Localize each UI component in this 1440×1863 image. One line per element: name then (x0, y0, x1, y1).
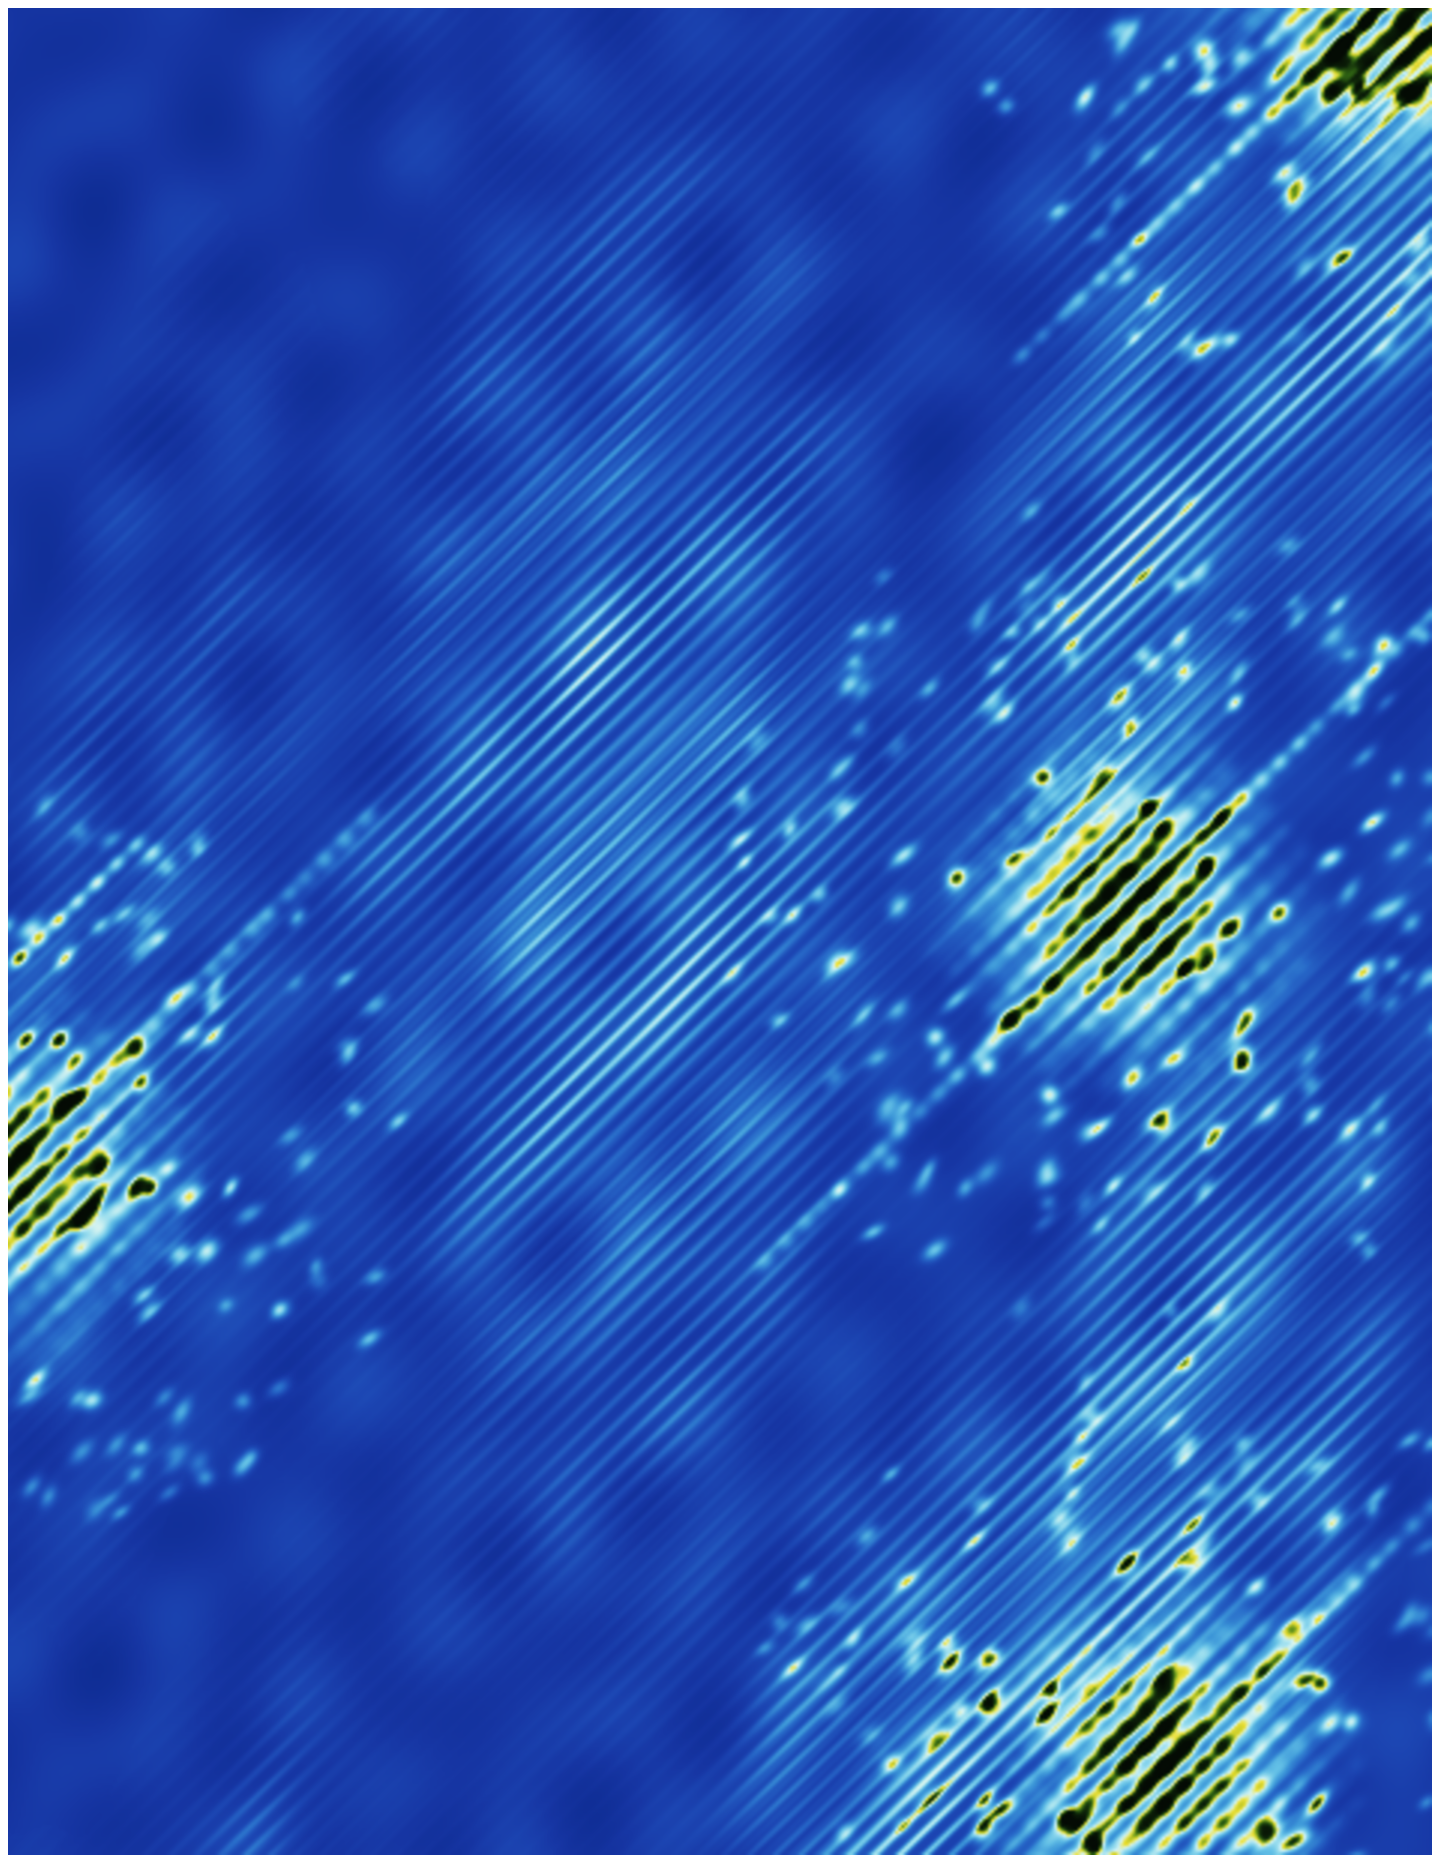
wavefield-canvas (8, 8, 1432, 1855)
